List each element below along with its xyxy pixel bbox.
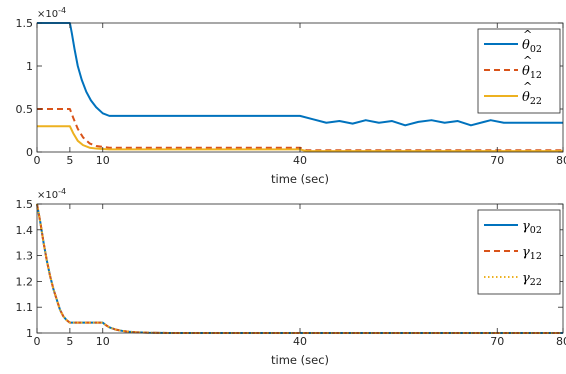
x-tick-label: 5 [66,154,73,167]
legend-hat: ^ [523,28,532,41]
legend-hat: ^ [523,80,532,93]
x-tick-label: 70 [490,335,504,348]
legend: ^θ02^θ12^θ22 [477,28,561,114]
ticks-layer: 0 5 10 40 70 80 0 0.5 1 1.5 [16,17,566,167]
y-tick-label: 0.5 [16,103,34,116]
x-tick-label: 10 [96,335,110,348]
x-tick-label: 0 [34,335,41,348]
legend-label-02: θ02 [522,38,542,55]
legend-box [477,209,561,295]
y-exponent-value: -4 [58,6,66,15]
y-tick-label: 1.2 [16,275,34,288]
y-tick-label: 1 [26,327,33,340]
series-line-02 [37,22,563,127]
svg-text:×10-4: ×10-4 [37,6,66,20]
legend-hat: ^ [523,54,532,67]
chart-theta: 051040708000.511.5 ×10-4 time (sec) ^θ02… [16,6,566,186]
legend-label-02: γ02 [522,219,542,236]
x-axis-title: time (sec) [271,353,329,367]
x-tick-label: 80 [556,335,566,348]
series-layer [37,22,563,153]
x-tick-label: 5 [66,335,73,348]
y-exponent-value: -4 [58,187,66,196]
x-tick-label: 40 [293,154,307,167]
series-layer [36,203,563,334]
chart-gamma: 0 5 10 40 70 80 1 1.1 1.2 1.3 1.4 1.5 ×10-4 time (s… [16,187,566,367]
y-exponent: ×10-4 [37,6,66,20]
legend: γ02 γ12 γ22 [477,209,561,295]
plot-area [37,204,563,333]
svg-text:×10-4: ×10-4 [37,187,66,201]
series-line-12 [37,108,563,152]
x-tick-label: 70 [490,154,504,167]
x-tick-label: 10 [96,154,110,167]
y-tick-label: 1.5 [16,198,34,211]
x-tick-label: 80 [556,154,566,167]
y-tick-label: 1.1 [16,301,34,314]
legend-box [477,28,561,114]
series-line-22 [36,203,563,334]
y-tick-label: 0 [26,146,33,159]
plot-area [37,23,563,152]
y-tick-label: 1 [26,60,33,73]
legend-label-22: θ22 [522,90,542,107]
legend-label-12: θ12 [522,64,542,81]
x-axis-title: time (sec) [271,172,329,186]
y-multiplier: ×10 [37,9,58,20]
x-tick-label: 0 [34,154,41,167]
y-tick-label: 1.5 [16,17,34,30]
y-multiplier: ×10 [37,190,58,201]
y-tick-label: 1.4 [16,224,34,237]
x-tick-label: 40 [293,335,307,348]
y-tick-label: 1.3 [16,250,34,263]
series-line-22 [37,125,563,153]
legend-label-12: γ12 [522,245,542,262]
y-exponent: ×10-4 [37,187,66,201]
legend-label-22: γ22 [522,271,542,288]
